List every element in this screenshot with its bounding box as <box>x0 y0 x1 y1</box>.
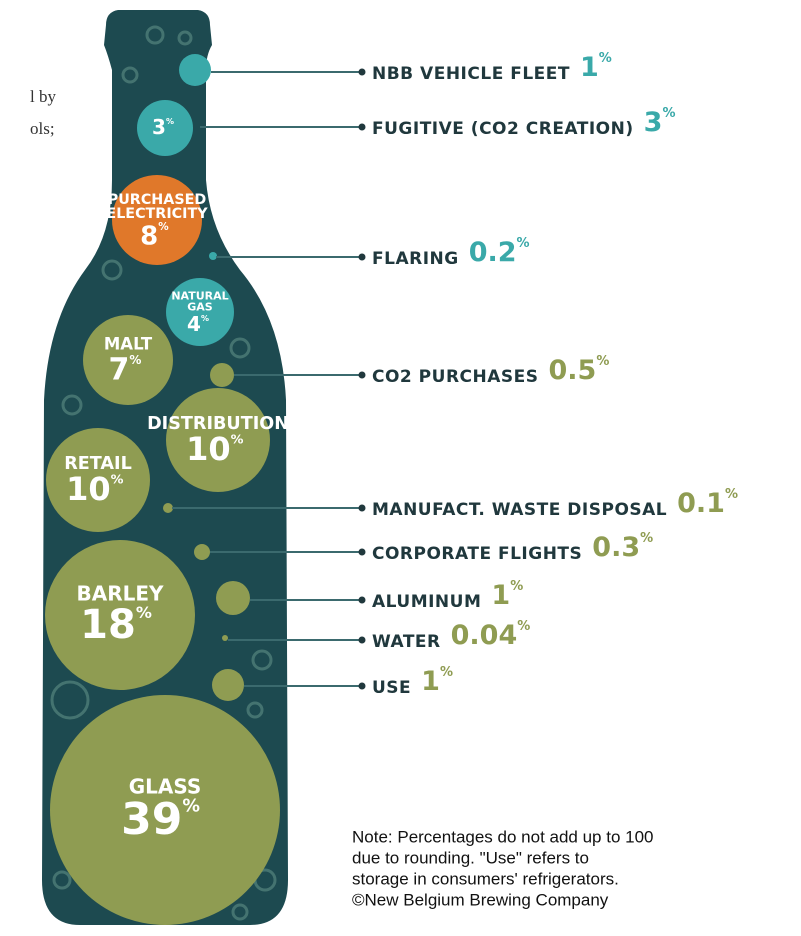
bubble-number: 18 <box>80 602 136 648</box>
callout-number: 1 <box>421 666 440 697</box>
callout-value: 1% <box>421 665 453 697</box>
callout-value: 0.5% <box>549 354 610 386</box>
dot <box>179 54 211 86</box>
dot <box>194 544 210 560</box>
callout-label: NBB VEHICLE FLEET <box>372 64 570 84</box>
callout-number: 1 <box>580 52 599 83</box>
bubble-number: 8 <box>140 221 158 251</box>
bubble-label: MALT <box>104 335 153 354</box>
dot <box>210 363 234 387</box>
callout-number: 0.2 <box>469 237 517 268</box>
dot <box>163 503 173 513</box>
callout-unit: % <box>517 236 530 251</box>
bubble-number: 3 <box>152 115 166 139</box>
leader-dot <box>359 597 366 604</box>
bubble-unit: % <box>111 472 124 487</box>
callout-unit: % <box>640 531 653 546</box>
dot <box>222 635 228 641</box>
callout-number: 0.3 <box>592 532 640 563</box>
callout-value: 3% <box>644 106 676 138</box>
bubble-label: ELECTRICITY <box>106 206 208 222</box>
bubble-number: 10 <box>186 430 231 468</box>
callout-label: ALUMINUM <box>372 592 481 612</box>
callout-unit: % <box>510 579 523 594</box>
leader-dot <box>359 372 366 379</box>
leader-dot <box>359 637 366 644</box>
bubble-unit: % <box>166 117 174 126</box>
callout-value: 0.1% <box>677 487 738 519</box>
dot <box>209 252 217 260</box>
callout-label: USE <box>372 678 411 698</box>
note-line: storage in consumers' refrigerators. <box>352 869 619 888</box>
bubble-number: 7 <box>109 352 130 387</box>
callout-value: 1% <box>580 51 612 83</box>
bubble-unit: % <box>158 221 169 233</box>
cropped-text: ols; <box>30 119 55 138</box>
callout-label: FLARING <box>372 249 459 269</box>
callout-unit: % <box>725 487 738 502</box>
bubble-number: 10 <box>66 470 111 508</box>
callout-number: 0.04 <box>451 620 518 651</box>
callout-value: 0.04% <box>451 619 531 651</box>
leader-dot <box>359 549 366 556</box>
callout-unit: % <box>662 106 675 121</box>
callout-label: WATER <box>372 632 441 652</box>
callout-unit: % <box>599 51 612 66</box>
leader-dot <box>359 254 366 261</box>
infographic: l by ols; 3%PURCHASEDELECTRICITY8%NATURA… <box>0 0 801 931</box>
callout-label: FUGITIVE (CO2 CREATION) <box>372 119 634 139</box>
bubble-unit: % <box>182 797 200 817</box>
callout-label: CO2 PURCHASES <box>372 367 539 387</box>
leader-dot <box>359 683 366 690</box>
note-line: due to rounding. "Use" refers to <box>352 848 589 867</box>
bubble-unit: % <box>201 314 209 323</box>
note-line: ©New Belgium Brewing Company <box>352 890 609 909</box>
bubble-unit: % <box>136 603 152 622</box>
callout-unit: % <box>440 665 453 680</box>
callout-label: MANUFACT. WASTE DISPOSAL <box>372 500 667 520</box>
page: body { margin: 0; width: 801px; height: … <box>0 0 801 931</box>
leader-dot <box>359 505 366 512</box>
body: {"cropped_text": ["l by", "ols;"], "bubb… <box>0 0 801 931</box>
callout-value: 0.2% <box>469 236 530 268</box>
bubble-unit: % <box>231 432 244 447</box>
note-line: Note: Percentages do not add up to 100 <box>352 827 654 846</box>
callout-number: 3 <box>644 107 663 138</box>
callout-number: 0.1 <box>677 488 725 519</box>
leader-dot <box>359 69 366 76</box>
callout-unit: % <box>517 619 530 634</box>
callout-unit: % <box>596 354 609 369</box>
callout-label: CORPORATE FLIGHTS <box>372 544 582 564</box>
bubble-number: 4 <box>187 312 201 336</box>
dot <box>212 669 244 701</box>
callout-number: 0.5 <box>549 355 597 386</box>
dot <box>216 581 250 615</box>
leader-dot <box>359 124 366 131</box>
callout-value: 0.3% <box>592 531 653 563</box>
bubble-unit: % <box>129 352 141 366</box>
callout-number: 1 <box>491 580 510 611</box>
callout-value: 1% <box>491 579 523 611</box>
cropped-text: l by <box>30 87 56 106</box>
bubble-number: 39 <box>121 794 182 845</box>
